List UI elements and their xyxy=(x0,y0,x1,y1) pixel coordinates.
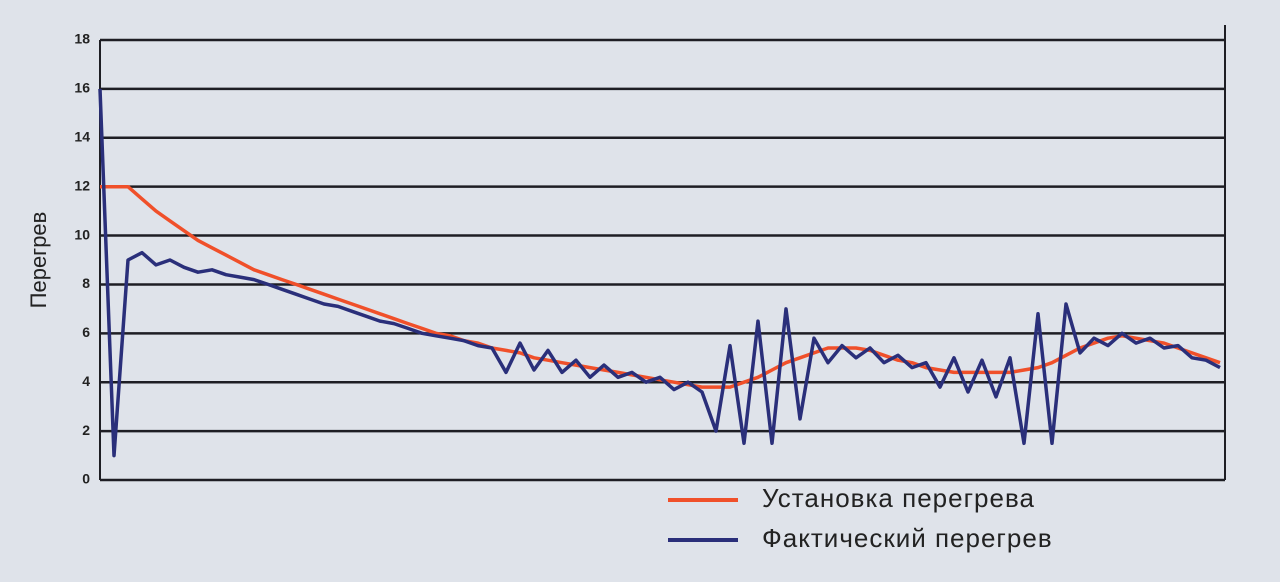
y-tick-label: 10 xyxy=(74,226,90,242)
series-line xyxy=(98,88,1221,458)
y-tick-label: 4 xyxy=(82,373,90,389)
y-tick-label: 14 xyxy=(74,128,90,144)
y-tick-label: 0 xyxy=(82,471,90,487)
y-tick-label: 12 xyxy=(74,177,90,193)
y-tick-label: 18 xyxy=(74,31,90,47)
legend-label: Фактический перегрев xyxy=(762,523,1053,553)
y-tick-label: 16 xyxy=(74,80,90,96)
y-tick-label: 2 xyxy=(82,422,90,438)
y-tick-label: 6 xyxy=(82,324,90,340)
y-tick-label: 8 xyxy=(82,275,90,291)
legend-label: Установка перегрева xyxy=(762,483,1035,513)
y-axis-label: Перегрев xyxy=(26,212,51,309)
